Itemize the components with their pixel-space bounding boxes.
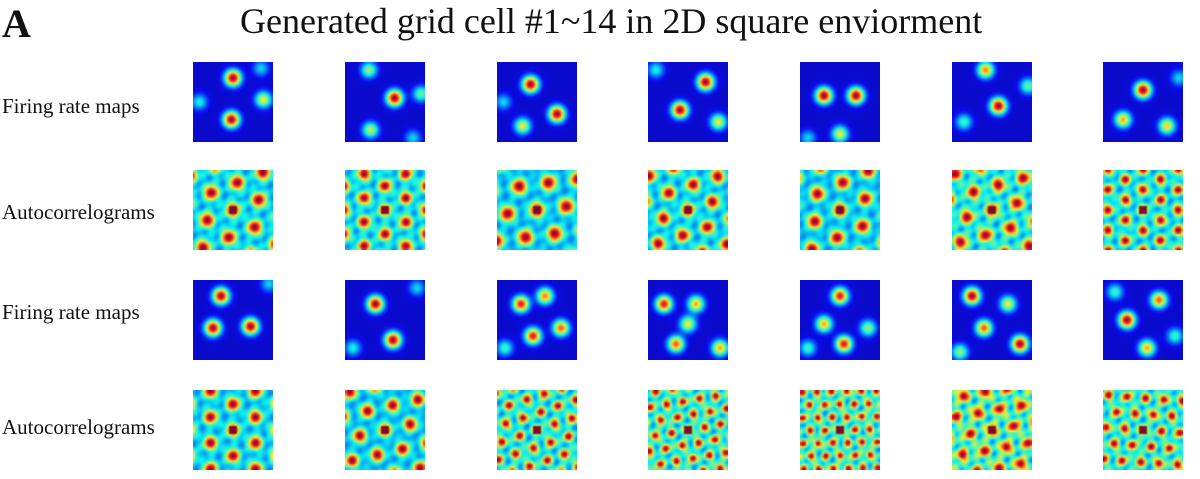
firing-rate-map-2 (345, 62, 425, 142)
autocorrelogram-12 (800, 170, 880, 250)
firing-rate-map-18 (648, 280, 728, 360)
firing-rate-map-21 (1103, 280, 1183, 360)
autocorrelogram-11 (648, 170, 728, 250)
autocorrelogram-22 (193, 390, 273, 470)
autocorrelogram-28 (1103, 390, 1183, 470)
firing-rate-map-6 (952, 62, 1032, 142)
autocorrelogram-14 (1103, 170, 1183, 250)
firing-rate-map-20 (952, 280, 1032, 360)
firing-rate-map-19 (800, 280, 880, 360)
firing-rate-map-17 (497, 280, 577, 360)
panel-letter: A (2, 1, 31, 46)
autocorrelogram-24 (497, 390, 577, 470)
row-label-firing-1: Firing rate maps (2, 94, 140, 118)
row-label-auto-1: Autocorrelograms (2, 200, 155, 224)
firing-rate-map-16 (345, 280, 425, 360)
autocorrelogram-27 (952, 390, 1032, 470)
autocorrelogram-13 (952, 170, 1032, 250)
firing-rate-map-3 (497, 62, 577, 142)
row-label-auto-2: Autocorrelograms (2, 415, 155, 439)
firing-rate-map-7 (1103, 62, 1183, 142)
firing-rate-map-15 (193, 280, 273, 360)
row-label-firing-2: Firing rate maps (2, 300, 140, 324)
autocorrelogram-9 (345, 170, 425, 250)
firing-rate-map-1 (193, 62, 273, 142)
autocorrelogram-26 (800, 390, 880, 470)
autocorrelogram-8 (193, 170, 273, 250)
autocorrelogram-25 (648, 390, 728, 470)
firing-rate-map-4 (648, 62, 728, 142)
figure-title: Generated grid cell #1~14 in 2D square e… (240, 1, 983, 41)
firing-rate-map-5 (800, 62, 880, 142)
autocorrelogram-23 (345, 390, 425, 470)
autocorrelogram-10 (497, 170, 577, 250)
